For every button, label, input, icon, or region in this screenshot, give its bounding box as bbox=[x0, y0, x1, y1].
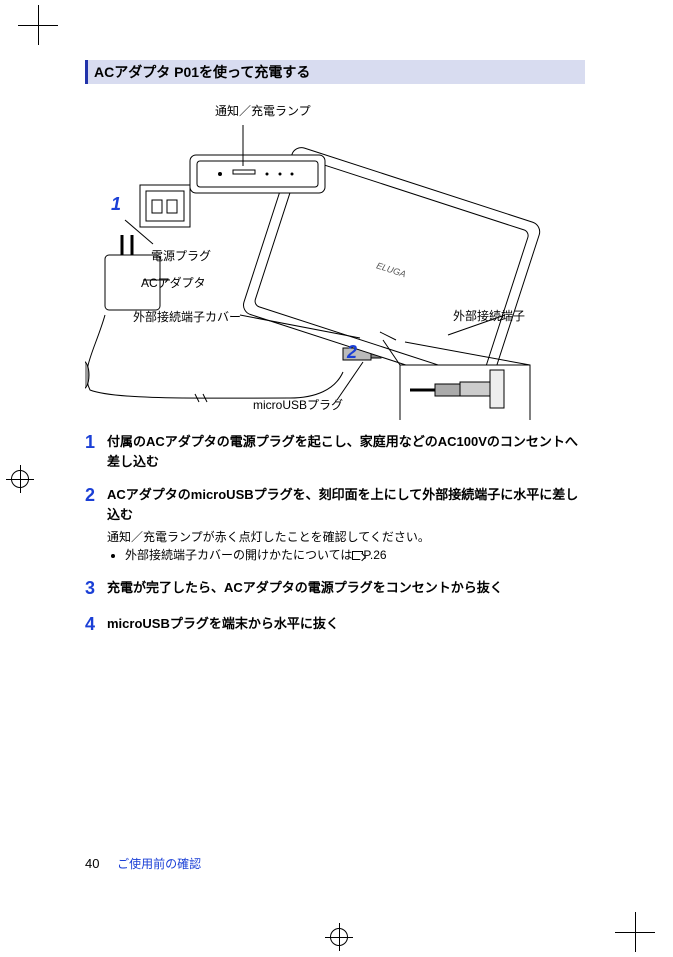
step-3: 3 充電が完了したら、ACアダプタの電源プラグをコンセントから抜く bbox=[85, 578, 585, 600]
label-microusb: microUSBプラグ bbox=[253, 396, 343, 413]
registration-mark-left bbox=[6, 465, 34, 493]
charging-diagram: ELUGA bbox=[85, 90, 585, 420]
step-sub-ref: P.26 bbox=[363, 548, 386, 562]
step-text: 充電が完了したら、ACアダプタの電源プラグをコンセントから抜く bbox=[107, 578, 585, 598]
label-terminal: 外部接続端子 bbox=[453, 307, 525, 324]
diagram-marker-2: 2 bbox=[347, 342, 357, 363]
step-number: 4 bbox=[85, 614, 107, 636]
section-name: ご使用前の確認 bbox=[117, 857, 201, 871]
step-text: ACアダプタのmicroUSBプラグを、刻印面を上にして外部接続端子に水平に差し… bbox=[107, 485, 585, 524]
step-2: 2 ACアダプタのmicroUSBプラグを、刻印面を上にして外部接続端子に水平に… bbox=[85, 485, 585, 564]
step-subtext: 通知／充電ランプが赤く点灯したことを確認してください。 外部接続端子カバーの開け… bbox=[107, 528, 585, 564]
section-title: ACアダプタ P01を使って充電する bbox=[85, 60, 585, 84]
step-number: 3 bbox=[85, 578, 107, 600]
step-text: 付属のACアダプタの電源プラグを起こし、家庭用などのAC100Vのコンセントへ差… bbox=[107, 432, 585, 471]
step-number: 1 bbox=[85, 432, 107, 454]
step-text: microUSBプラグを端末から水平に抜く bbox=[107, 614, 585, 634]
step-4: 4 microUSBプラグを端末から水平に抜く bbox=[85, 614, 585, 636]
step-list: 1 付属のACアダプタの電源プラグを起こし、家庭用などのAC100Vのコンセント… bbox=[85, 432, 585, 635]
page-content: ACアダプタ P01を使って充電する ELUGA bbox=[85, 60, 585, 649]
label-ac-adapter: ACアダプタ bbox=[141, 274, 206, 291]
registration-mark-bottom bbox=[325, 923, 353, 951]
diagram-marker-1: 1 bbox=[111, 194, 121, 215]
crop-mark-top-left bbox=[18, 5, 58, 45]
label-power-plug: 電源プラグ bbox=[151, 247, 211, 264]
step-sub-line: 通知／充電ランプが赤く点灯したことを確認してください。 bbox=[107, 530, 430, 544]
step-number: 2 bbox=[85, 485, 107, 507]
page-footer: 40 ご使用前の確認 bbox=[85, 855, 201, 872]
label-cover: 外部接続端子カバー bbox=[133, 308, 241, 325]
step-sub-bullet: 外部接続端子カバーの開けかたについては bbox=[125, 548, 352, 562]
page-number: 40 bbox=[85, 856, 99, 871]
label-lamp: 通知／充電ランプ bbox=[215, 102, 311, 119]
step-1: 1 付属のACアダプタの電源プラグを起こし、家庭用などのAC100Vのコンセント… bbox=[85, 432, 585, 471]
reference-icon bbox=[352, 551, 363, 560]
crop-mark-bottom-right bbox=[615, 912, 655, 952]
